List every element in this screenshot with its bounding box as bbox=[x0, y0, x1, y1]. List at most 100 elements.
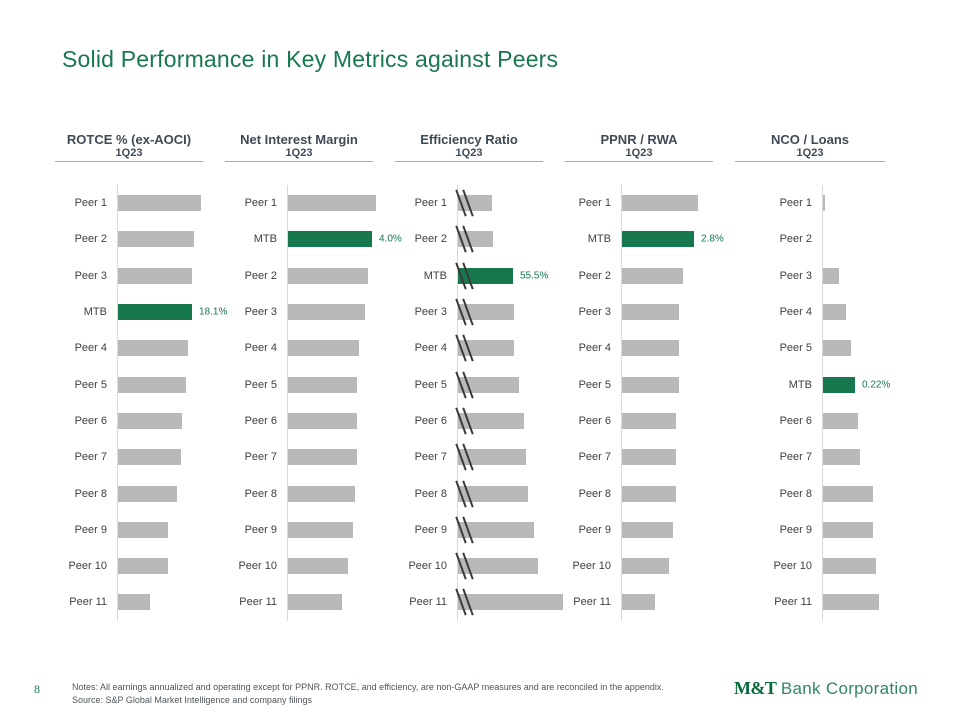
logo-mt-text: M&T bbox=[733, 678, 777, 698]
bar-track bbox=[455, 334, 566, 362]
peer-row: Peer 4 bbox=[395, 330, 565, 366]
peer-bar bbox=[622, 594, 655, 611]
peer-row: Peer 7 bbox=[55, 439, 225, 475]
row-label: Peer 10 bbox=[773, 560, 812, 573]
logo-bank-corporation-text: Bank Corporation bbox=[780, 679, 918, 698]
peer-bar bbox=[458, 304, 514, 321]
bar-track bbox=[288, 412, 396, 429]
bar-track bbox=[118, 267, 226, 284]
bar-track bbox=[823, 304, 908, 321]
peer-row: Peer 9 bbox=[225, 512, 395, 548]
peer-bar bbox=[458, 485, 528, 502]
row-label: Peer 11 bbox=[239, 596, 277, 609]
peer-bar bbox=[288, 558, 348, 575]
row-label: Peer 7 bbox=[74, 451, 107, 464]
bar-track bbox=[622, 594, 736, 611]
axis-line bbox=[621, 185, 622, 621]
row-label: Peer 5 bbox=[244, 378, 277, 391]
peer-row: Peer 9 bbox=[55, 512, 225, 548]
peer-row: Peer 10 bbox=[565, 548, 735, 584]
peer-bar bbox=[118, 485, 177, 502]
bar-track bbox=[288, 521, 396, 538]
bar-track bbox=[622, 376, 736, 393]
chart-rows: Peer 1 MTB 4.0% Peer 2 Peer 3 Peer 4 Peer 5 Pee… bbox=[225, 185, 402, 621]
bar-value-label: 4.0% bbox=[379, 233, 402, 245]
peer-row: Peer 3 bbox=[565, 294, 735, 330]
chart-header: Net Interest Margin 1Q23 bbox=[225, 132, 373, 162]
peer-bar bbox=[288, 412, 357, 429]
mtb-bar bbox=[458, 267, 513, 284]
bar-track bbox=[823, 449, 908, 466]
chart-header: Efficiency Ratio 1Q23 bbox=[395, 132, 543, 162]
peer-bar bbox=[118, 412, 182, 429]
chart-header: PPNR / RWA 1Q23 bbox=[565, 132, 713, 162]
peer-row: MTB 2.8% bbox=[565, 221, 735, 257]
bar-track bbox=[118, 195, 226, 212]
peer-row: Peer 11 bbox=[55, 584, 225, 620]
peer-row: Peer 9 bbox=[565, 512, 735, 548]
bar-track bbox=[823, 558, 908, 575]
row-label: Peer 6 bbox=[74, 414, 107, 427]
row-label: Peer 8 bbox=[779, 487, 812, 500]
peer-bar bbox=[823, 412, 858, 429]
bar-track bbox=[622, 521, 736, 538]
bar-track bbox=[455, 516, 566, 544]
bar-track: 4.0% bbox=[288, 231, 402, 248]
bar-track bbox=[823, 267, 908, 284]
bar-value-label: 2.8% bbox=[701, 233, 724, 245]
bar-track bbox=[118, 449, 226, 466]
row-label: Peer 5 bbox=[779, 342, 812, 355]
bar-track bbox=[118, 521, 226, 538]
chart-title: Efficiency Ratio bbox=[420, 132, 518, 147]
row-label: Peer 9 bbox=[74, 523, 107, 536]
bar-track bbox=[622, 340, 736, 357]
peer-bar bbox=[622, 485, 676, 502]
mtb-bar bbox=[288, 231, 372, 248]
row-label: Peer 3 bbox=[779, 269, 812, 282]
row-label: MTB bbox=[788, 378, 812, 391]
bar-track bbox=[288, 304, 396, 321]
bar-track bbox=[823, 594, 908, 611]
row-label: Peer 6 bbox=[578, 414, 611, 427]
peer-bar bbox=[458, 412, 524, 429]
row-label: Peer 3 bbox=[244, 306, 277, 319]
peer-row: Peer 8 bbox=[395, 475, 565, 511]
peer-bar bbox=[622, 558, 669, 575]
peer-row: Peer 2 bbox=[225, 258, 395, 294]
peer-row: Peer 5 bbox=[55, 366, 225, 402]
peer-bar bbox=[622, 304, 679, 321]
peer-bar bbox=[288, 195, 376, 212]
page-title: Solid Performance in Key Metrics against… bbox=[62, 46, 559, 72]
peer-bar bbox=[118, 195, 201, 212]
peer-row: Peer 4 bbox=[55, 330, 225, 366]
bar-track bbox=[622, 267, 736, 284]
row-label: Peer 7 bbox=[414, 451, 447, 464]
peer-row: Peer 8 bbox=[735, 475, 907, 511]
row-label: Peer 2 bbox=[414, 233, 447, 246]
peer-row: Peer 3 bbox=[225, 294, 395, 330]
peer-row: MTB 0.22% bbox=[735, 366, 907, 402]
peer-row: Peer 11 bbox=[735, 584, 907, 620]
row-label: Peer 7 bbox=[779, 451, 812, 464]
row-label: Peer 2 bbox=[74, 233, 107, 246]
row-label: Peer 9 bbox=[578, 523, 611, 536]
peer-bar bbox=[622, 267, 683, 284]
bar-track bbox=[288, 558, 396, 575]
peer-row: Peer 9 bbox=[735, 512, 907, 548]
chart-rows: Peer 1 Peer 2 MTB 55.5% Peer 3 Peer 4 Peer 5 Pe… bbox=[395, 185, 565, 621]
chart-title: Net Interest Margin bbox=[240, 132, 358, 147]
chart-subtitle: 1Q23 bbox=[625, 147, 653, 160]
row-label: Peer 10 bbox=[408, 560, 447, 573]
peer-row: MTB 18.1% bbox=[55, 294, 227, 330]
peer-row: Peer 11 bbox=[225, 584, 395, 620]
row-label: Peer 11 bbox=[774, 596, 812, 609]
peer-row: Peer 7 bbox=[225, 439, 395, 475]
row-label: Peer 9 bbox=[779, 523, 812, 536]
row-label: Peer 8 bbox=[414, 487, 447, 500]
row-label: Peer 5 bbox=[414, 378, 447, 391]
chart-column-1: ROTCE % (ex-AOCI) 1Q23 Peer 1 Peer 2 Peer 3 M… bbox=[55, 132, 227, 621]
row-label: Peer 9 bbox=[414, 523, 447, 536]
chart-rows: Peer 1 Peer 2 Peer 3 Peer 4 Peer 5 MTB 0.22% Pe… bbox=[735, 185, 907, 621]
bar-track bbox=[622, 304, 736, 321]
bar-track: 18.1% bbox=[118, 304, 227, 321]
